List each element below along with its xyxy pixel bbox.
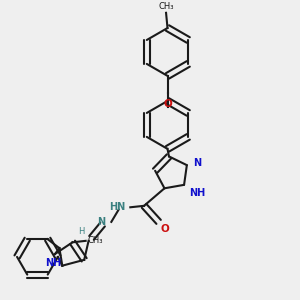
Text: N: N xyxy=(193,158,201,168)
Text: O: O xyxy=(160,224,169,234)
Text: NH: NH xyxy=(45,258,62,268)
Text: N: N xyxy=(97,217,105,227)
Text: O: O xyxy=(163,99,172,109)
Text: H: H xyxy=(78,227,84,236)
Text: NH: NH xyxy=(189,188,206,198)
Text: HN: HN xyxy=(109,202,125,212)
Text: CH₃: CH₃ xyxy=(87,236,103,245)
Text: CH₃: CH₃ xyxy=(158,2,174,11)
